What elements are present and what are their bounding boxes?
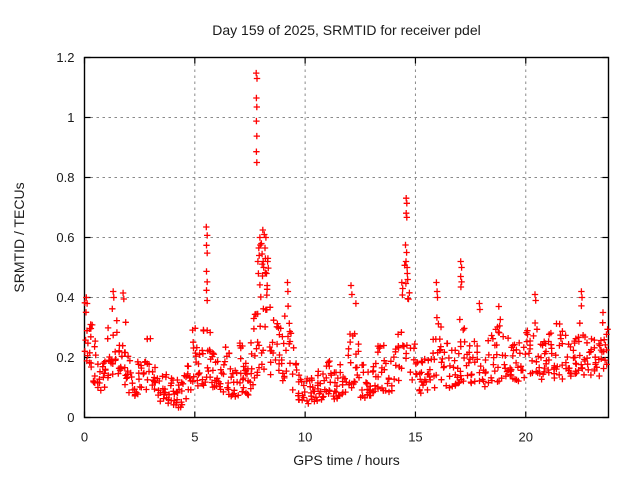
y-tick-label: 0.6 [56, 230, 74, 245]
y-tick-label: 1.2 [56, 50, 74, 65]
y-tick-label: 1 [67, 110, 74, 125]
y-tick-label: 0 [67, 410, 74, 425]
grid-lines [84, 57, 609, 418]
y-axis-label: SRMTID / TECUs [11, 182, 27, 292]
chart-title: Day 159 of 2025, SRMTID for receiver pde… [212, 22, 480, 38]
axis-ticks [83, 56, 609, 419]
scatter-markers [81, 69, 611, 411]
x-tick-label: 20 [519, 430, 533, 445]
x-tick-label: 5 [191, 430, 198, 445]
y-tick-label: 0.8 [56, 170, 74, 185]
x-axis-label: GPS time / hours [293, 452, 400, 468]
y-tick-label: 0.4 [56, 290, 74, 305]
x-tick-label: 10 [298, 430, 312, 445]
y-tick-label: 0.2 [56, 350, 74, 365]
x-tick-label: 0 [81, 430, 88, 445]
y-tick-labels: 0 0.2 0.4 0.6 0.8 1 1.2 [56, 50, 74, 425]
x-tick-label: 15 [408, 430, 422, 445]
data-point-markers [81, 69, 611, 411]
x-tick-labels: 0 5 10 15 20 [81, 430, 533, 445]
